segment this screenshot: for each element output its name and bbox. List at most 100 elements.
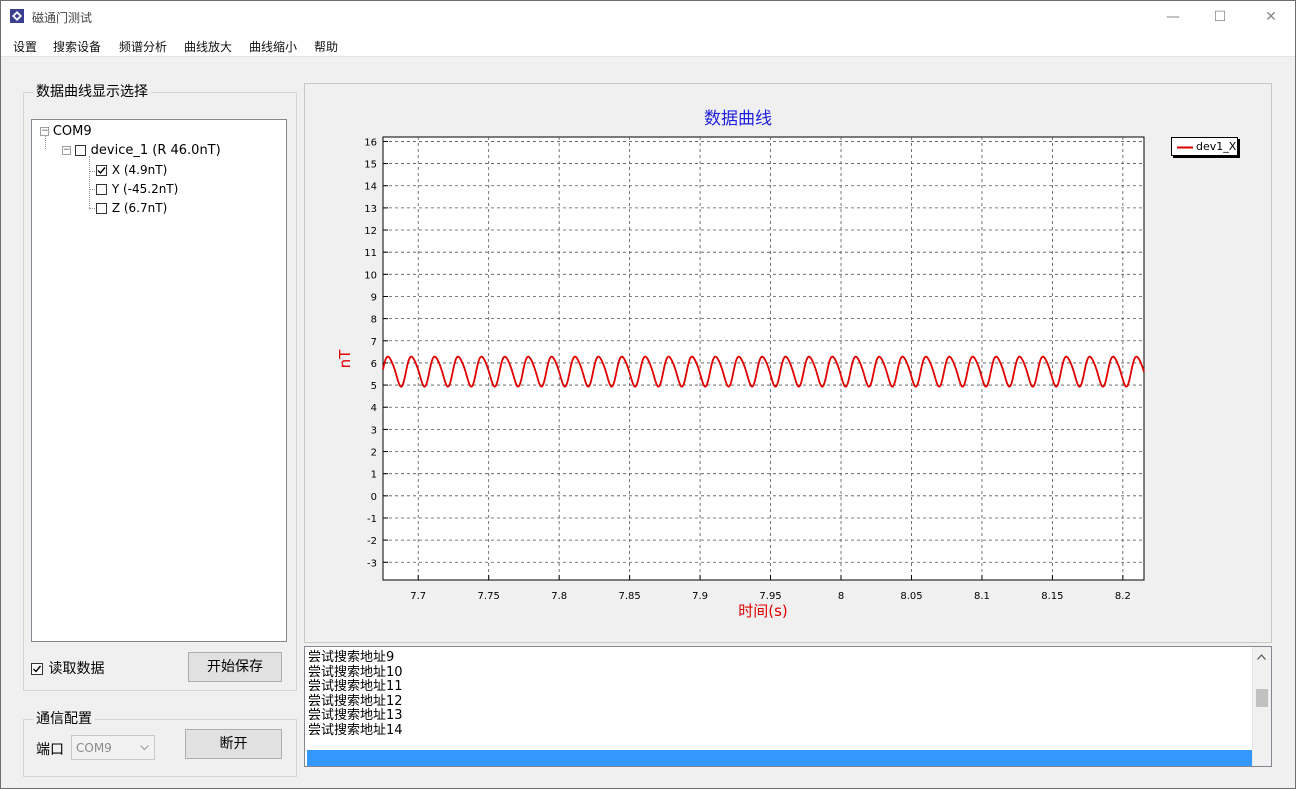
port-label: 端口: [36, 742, 64, 758]
tree-node-com9[interactable]: − COM9: [40, 122, 92, 140]
checkmark-icon: [33, 665, 42, 673]
device-checkbox[interactable]: [74, 145, 86, 156]
x-tick-label: 8.05: [900, 591, 922, 602]
chart-title: 数据曲线: [704, 109, 772, 129]
x-tick-label: 7.85: [618, 591, 640, 602]
y-tick-label: 8: [371, 315, 377, 326]
curve-select-group: 数据曲线显示选择: [23, 83, 297, 691]
log-line[interactable]: 尝试搜索地址11: [308, 679, 403, 694]
channel-x-label: X (4.9nT): [111, 163, 168, 177]
x-tick-label: 7.75: [478, 591, 500, 602]
series-line-dev1-x: [382, 355, 1145, 388]
x-tick-label: 7.9: [692, 591, 708, 602]
window-title: 磁通门测试: [32, 11, 93, 25]
comm-config-group-title: 通信配置: [33, 710, 95, 728]
tree-node-channel-y[interactable]: Y (-45.2nT): [96, 180, 178, 198]
y-tick-label: 15: [364, 160, 377, 171]
x-tick-label: 7.95: [759, 591, 781, 602]
y-tick-label: 11: [364, 248, 377, 259]
y-tick-label: 4: [371, 403, 377, 414]
channel-y-checkbox[interactable]: [96, 184, 107, 195]
checkmark-icon: [97, 167, 106, 175]
x-tick-label: 8.1: [974, 591, 990, 602]
read-data-label: 读取数据: [48, 661, 105, 677]
y-tick-label: 1: [371, 470, 377, 481]
log-line[interactable]: 尝试搜索地址10: [308, 664, 403, 680]
x-tick-label: 8.15: [1041, 591, 1063, 602]
comm-config-group: 通信配置: [23, 710, 297, 777]
y-tick-label: 2: [371, 448, 377, 459]
close-button[interactable]: ✕: [1265, 9, 1277, 25]
collapse-icon[interactable]: −: [40, 126, 49, 136]
read-data-checkbox[interactable]: [31, 663, 43, 675]
channel-y-label: Y (-45.2nT): [111, 182, 179, 196]
channel-z-label: Z (6.7nT): [111, 201, 168, 215]
log-line[interactable]: 尝试搜索地址9: [308, 650, 395, 665]
log-line[interactable]: 尝试搜索地址13: [308, 708, 403, 723]
log-line[interactable]: 尝试搜索地址15: [308, 737, 403, 752]
menu-help[interactable]: 帮助: [314, 40, 339, 54]
y-tick-label: -1: [367, 514, 377, 525]
x-tick-label: 8.2: [1115, 591, 1131, 602]
collapse-icon[interactable]: −: [62, 145, 71, 155]
disconnect-button[interactable]: 断开: [185, 729, 282, 759]
read-data-checkbox-row[interactable]: 读取数据: [31, 660, 104, 678]
port-select[interactable]: COM9: [71, 735, 155, 760]
maximize-button[interactable]: ☐: [1213, 9, 1227, 25]
menu-zoom-out[interactable]: 曲线缩小: [249, 40, 298, 54]
tree-node-channel-z[interactable]: Z (6.7nT): [96, 199, 167, 217]
device-tree[interactable]: − COM9 − device_1 (R 46.0nT) X (4.9nT) Y…: [31, 119, 287, 642]
channel-z-checkbox[interactable]: [96, 203, 107, 214]
curve-select-group-title: 数据曲线显示选择: [33, 83, 151, 101]
x-tick-label: 7.7: [410, 591, 426, 602]
legend-label-dev1-x: dev1_X: [1196, 140, 1237, 153]
chevron-down-icon: [140, 745, 149, 751]
y-tick-label: 9: [371, 292, 377, 303]
series-layer: [382, 355, 1145, 388]
search-log-list[interactable]: 尝试搜索地址9 尝试搜索地址10 尝试搜索地址11 尝试搜索地址12 尝试搜索地址13 尝…: [304, 646, 1272, 767]
log-line[interactable]: 尝试搜索地址12: [308, 693, 403, 709]
minimize-button[interactable]: —: [1166, 9, 1180, 25]
menu-zoom-in[interactable]: 曲线放大: [184, 40, 233, 54]
start-save-button[interactable]: 开始保存: [188, 652, 282, 682]
log-selection-highlight: [307, 750, 1253, 766]
y-tick-label: 5: [371, 381, 377, 392]
tree-node-device-label: device_1 (R 46.0nT): [90, 143, 221, 158]
menu-bar: 设置 搜索设备 频谱分析 曲线放大 曲线缩小 帮助: [1, 32, 1295, 57]
y-tick-label: 0: [371, 492, 377, 503]
x-tick-label: 8: [838, 591, 844, 602]
y-tick-label: -3: [367, 558, 377, 569]
y-tick-label: 10: [364, 270, 377, 281]
log-line[interactable]: 尝试搜索地址14: [308, 722, 403, 738]
y-axis-label: nT: [336, 349, 354, 369]
channel-x-checkbox[interactable]: [96, 165, 107, 176]
menu-search-device[interactable]: 搜索设备: [53, 40, 102, 54]
legend-swatch-dev1-x: [1177, 146, 1193, 149]
scroll-thumb[interactable]: [1256, 689, 1268, 707]
x-axis-label: 时间(s): [738, 602, 788, 620]
y-tick-label: 14: [364, 182, 377, 193]
x-axis-ticks: 7.7 7.75 7.8 7.85 7.9 7.95 8 8.05 8.1 8.15 8.2: [410, 575, 1131, 602]
log-scrollbar[interactable]: [1252, 647, 1271, 766]
app-icon: [10, 9, 24, 23]
scroll-up-arrow-icon[interactable]: [1257, 654, 1266, 660]
tree-node-com9-label: COM9: [52, 124, 92, 139]
y-tick-label: 12: [364, 226, 377, 237]
tree-node-channel-x[interactable]: X (4.9nT): [96, 161, 167, 179]
x-tick-label: 7.8: [551, 591, 567, 602]
tree-node-device[interactable]: − device_1 (R 46.0nT): [62, 141, 221, 159]
y-tick-label: 13: [364, 204, 377, 215]
y-tick-label: 3: [371, 425, 377, 436]
y-tick-label: 6: [371, 359, 377, 370]
menu-settings[interactable]: 设置: [13, 40, 38, 54]
grid-lines: [383, 137, 1144, 580]
y-tick-label: 7: [371, 337, 377, 348]
chart-legend: dev1_X: [1171, 137, 1238, 156]
y-tick-label: 16: [364, 137, 377, 148]
menu-spectrum-analysis[interactable]: 频谱分析: [119, 40, 168, 54]
y-tick-label: -2: [367, 536, 377, 547]
port-select-value: COM9: [76, 741, 112, 755]
title-bar: 磁通门测试 — ☐ ✕: [1, 1, 1295, 32]
